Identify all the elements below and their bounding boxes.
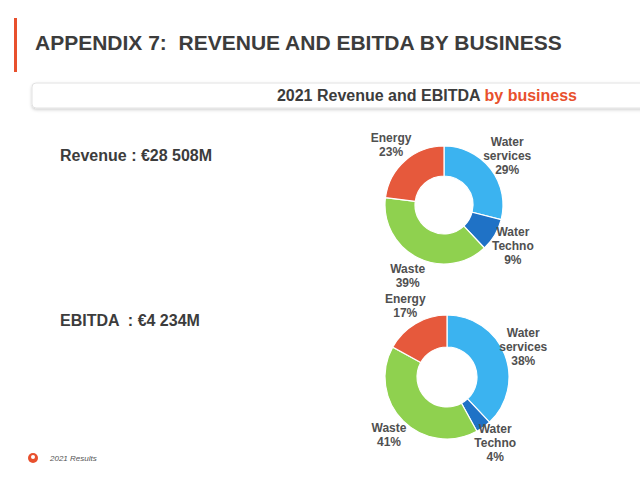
category-label-line: Techno xyxy=(474,436,516,450)
category-label: Energy xyxy=(385,292,426,306)
category-label: Waterservices xyxy=(499,326,547,354)
slice xyxy=(385,198,484,264)
category-label-line: Water xyxy=(496,225,529,239)
canvas: APPENDIX 7: REVENUE AND EBITDA BY BUSINE… xyxy=(0,0,640,486)
data-label: 23% xyxy=(379,145,403,159)
category-label-line: Water xyxy=(479,422,512,436)
labels: Waterservices29%WaterTechno9%Waste39%Ene… xyxy=(371,131,534,290)
data-label: 9% xyxy=(504,253,522,267)
subtitle-text: 2021 Revenue and EBITDA xyxy=(277,87,481,104)
labels: Waterservices38%WaterTechno4%Waste41%Ene… xyxy=(372,292,548,464)
category-label: Energy xyxy=(371,131,412,145)
category-label-line: Waste xyxy=(372,421,407,435)
category-label-line: Techno xyxy=(492,239,534,253)
page-title: APPENDIX 7: REVENUE AND EBITDA BY BUSINE… xyxy=(35,31,562,54)
data-label: 17% xyxy=(393,306,417,320)
footer-logo xyxy=(28,453,38,463)
data-label: 39% xyxy=(396,276,420,290)
category-label-line: services xyxy=(483,149,531,163)
category-label-line: Waste xyxy=(390,262,425,276)
subtitle: 2021 Revenue and EBITDAby business xyxy=(277,87,577,104)
slices xyxy=(385,146,503,264)
category-label: WaterTechno xyxy=(492,225,534,253)
data-label: 4% xyxy=(487,450,505,464)
data-label: 38% xyxy=(511,354,535,368)
category-label-line: Energy xyxy=(371,131,412,145)
data-label: 29% xyxy=(495,163,519,177)
footer: 2021 Results xyxy=(49,454,97,463)
chart: EBITDA : €4 234MWaterservices38%WaterTec… xyxy=(60,292,548,464)
subtitle-highlight: by business xyxy=(485,87,578,104)
chart-title: EBITDA : €4 234M xyxy=(60,312,200,329)
category-label-line: Water xyxy=(491,135,524,149)
footer-logo-inner xyxy=(31,455,35,459)
chart: Revenue : €28 508MWaterservices29%WaterT… xyxy=(60,131,534,290)
category-label-line: services xyxy=(499,340,547,354)
category-label: Waste xyxy=(372,421,407,435)
chart-title: Revenue : €28 508M xyxy=(60,147,212,164)
page: APPENDIX 7: REVENUE AND EBITDA BY BUSINE… xyxy=(0,0,640,486)
data-label: 41% xyxy=(377,435,401,449)
subtitle-box xyxy=(32,83,640,108)
category-label-line: Water xyxy=(507,326,540,340)
category-label: WaterTechno xyxy=(474,422,516,450)
slice xyxy=(393,315,447,363)
category-label: Waste xyxy=(390,262,425,276)
accent-bar xyxy=(14,18,17,72)
category-label-line: Energy xyxy=(385,292,426,306)
category-label: Waterservices xyxy=(483,135,531,163)
